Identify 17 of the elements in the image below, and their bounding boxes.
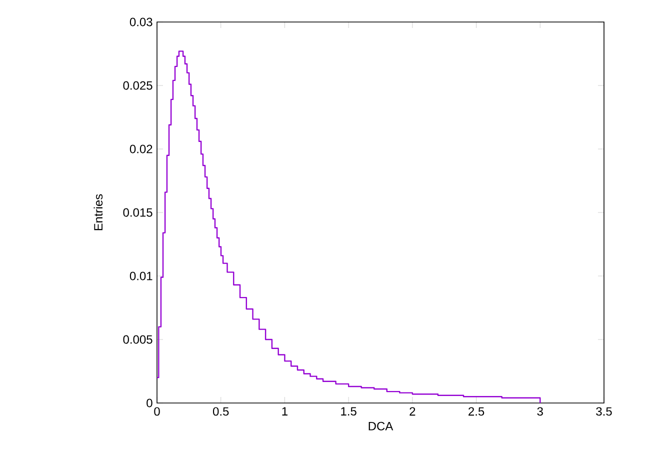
y-tick-label: 0.02 xyxy=(130,144,152,154)
x-axis-title: DCA xyxy=(368,422,394,430)
x-tick-label: 0 xyxy=(154,407,160,416)
x-tick-label: 2.5 xyxy=(468,407,484,416)
x-tick-label: 1 xyxy=(282,407,288,416)
x-tick-label: 0.5 xyxy=(212,407,229,416)
y-tick-label: 0.01 xyxy=(130,272,152,280)
y-tick-label: 0.03 xyxy=(130,18,152,26)
x-tick-label: 3 xyxy=(537,407,543,416)
x-tick-label: 2 xyxy=(410,407,416,416)
x-tick-label: 3.5 xyxy=(596,407,612,416)
x-tick-label: 1.5 xyxy=(341,407,356,416)
y-axis-title: Entries xyxy=(94,194,103,230)
y-tick-label: 0.025 xyxy=(123,81,152,90)
y-tick-label: 0.005 xyxy=(123,335,152,344)
y-tick-label: 0 xyxy=(146,398,152,408)
y-tick-label: 0.015 xyxy=(123,208,152,217)
